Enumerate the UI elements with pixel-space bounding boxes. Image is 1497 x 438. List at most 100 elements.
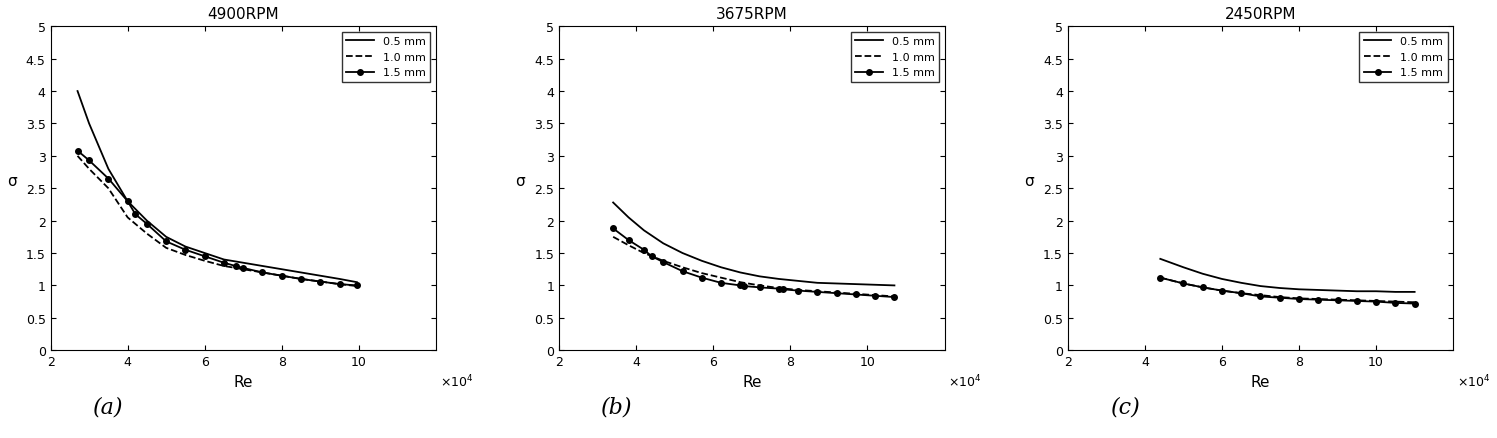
0.5 mm bbox=[769, 277, 787, 282]
1.5 mm bbox=[847, 292, 865, 297]
1.0 mm bbox=[1290, 296, 1308, 301]
1.0 mm bbox=[292, 277, 310, 282]
1.5 mm bbox=[1251, 294, 1269, 300]
1.0 mm bbox=[196, 258, 214, 264]
1.0 mm bbox=[867, 293, 885, 298]
0.5 mm bbox=[713, 265, 731, 270]
1.5 mm bbox=[1232, 291, 1250, 296]
1.0 mm bbox=[99, 186, 117, 191]
1.0 mm bbox=[69, 154, 87, 159]
1.0 mm bbox=[885, 294, 903, 300]
0.5 mm bbox=[605, 201, 623, 206]
Line: 1.0 mm: 1.0 mm bbox=[1160, 278, 1415, 303]
1.5 mm bbox=[1290, 297, 1308, 302]
1.5 mm bbox=[750, 285, 768, 290]
1.5 mm bbox=[1175, 281, 1193, 286]
Line: 0.5 mm: 0.5 mm bbox=[78, 92, 356, 283]
1.5 mm bbox=[177, 247, 195, 253]
1.0 mm bbox=[1232, 291, 1250, 296]
1.0 mm bbox=[347, 284, 365, 289]
1.0 mm bbox=[157, 246, 175, 251]
1.0 mm bbox=[1367, 299, 1385, 304]
0.5 mm bbox=[1290, 287, 1308, 292]
0.5 mm bbox=[674, 251, 692, 256]
1.5 mm bbox=[99, 177, 117, 182]
1.5 mm bbox=[1271, 295, 1289, 300]
Line: 0.5 mm: 0.5 mm bbox=[614, 203, 894, 286]
1.5 mm bbox=[693, 276, 711, 281]
0.5 mm bbox=[732, 270, 750, 276]
1.5 mm bbox=[867, 293, 885, 299]
0.5 mm bbox=[234, 261, 251, 266]
0.5 mm bbox=[1386, 290, 1404, 295]
0.5 mm bbox=[1328, 288, 1346, 293]
Legend: 0.5 mm, 1.0 mm, 1.5 mm: 0.5 mm, 1.0 mm, 1.5 mm bbox=[850, 33, 939, 83]
1.0 mm bbox=[81, 167, 99, 172]
0.5 mm bbox=[1367, 289, 1385, 294]
Text: $\times 10^4$: $\times 10^4$ bbox=[440, 373, 473, 389]
1.5 mm bbox=[774, 287, 792, 292]
0.5 mm bbox=[1251, 284, 1269, 289]
1.0 mm bbox=[177, 253, 195, 258]
1.0 mm bbox=[1271, 295, 1289, 300]
Legend: 0.5 mm, 1.0 mm, 1.5 mm: 0.5 mm, 1.0 mm, 1.5 mm bbox=[341, 33, 430, 83]
0.5 mm bbox=[69, 89, 87, 95]
1.0 mm bbox=[654, 258, 672, 264]
1.0 mm bbox=[253, 270, 271, 276]
0.5 mm bbox=[1193, 272, 1211, 277]
1.0 mm bbox=[620, 243, 638, 248]
1.5 mm bbox=[732, 283, 750, 288]
1.5 mm bbox=[620, 238, 638, 243]
0.5 mm bbox=[157, 235, 175, 240]
Line: 0.5 mm: 0.5 mm bbox=[1160, 259, 1415, 292]
1.5 mm bbox=[1151, 276, 1169, 281]
Line: 1.0 mm: 1.0 mm bbox=[614, 237, 894, 297]
1.5 mm bbox=[642, 254, 660, 259]
1.5 mm bbox=[216, 261, 234, 266]
0.5 mm bbox=[885, 283, 903, 288]
0.5 mm bbox=[654, 241, 672, 247]
1.5 mm bbox=[1367, 299, 1385, 304]
1.0 mm bbox=[789, 288, 807, 293]
1.0 mm bbox=[1347, 298, 1365, 303]
Line: 1.5 mm: 1.5 mm bbox=[75, 148, 359, 289]
1.0 mm bbox=[138, 231, 156, 237]
1.5 mm bbox=[81, 159, 99, 164]
0.5 mm bbox=[81, 121, 99, 127]
0.5 mm bbox=[693, 258, 711, 264]
1.0 mm bbox=[847, 292, 865, 297]
1.5 mm bbox=[138, 222, 156, 227]
1.0 mm bbox=[1213, 288, 1231, 293]
1.0 mm bbox=[311, 279, 329, 285]
1.5 mm bbox=[226, 264, 244, 269]
0.5 mm bbox=[118, 199, 136, 205]
0.5 mm bbox=[1347, 289, 1365, 294]
1.5 mm bbox=[789, 288, 807, 293]
Text: (b): (b) bbox=[602, 396, 633, 417]
0.5 mm bbox=[1271, 286, 1289, 291]
1.5 mm bbox=[605, 226, 623, 232]
0.5 mm bbox=[1232, 281, 1250, 286]
1.0 mm bbox=[1328, 297, 1346, 303]
1.5 mm bbox=[674, 269, 692, 274]
Y-axis label: σ: σ bbox=[1024, 174, 1034, 189]
1.0 mm bbox=[1406, 300, 1424, 305]
1.0 mm bbox=[216, 264, 234, 269]
1.0 mm bbox=[713, 276, 731, 281]
0.5 mm bbox=[1406, 290, 1424, 295]
1.0 mm bbox=[674, 265, 692, 270]
X-axis label: Re: Re bbox=[743, 374, 762, 389]
1.5 mm bbox=[808, 290, 826, 295]
1.0 mm bbox=[1193, 285, 1211, 290]
1.5 mm bbox=[735, 284, 753, 289]
Title: 2450RPM: 2450RPM bbox=[1225, 7, 1296, 22]
1.5 mm bbox=[713, 281, 731, 286]
Text: $\times 10^4$: $\times 10^4$ bbox=[949, 373, 982, 389]
Line: 1.0 mm: 1.0 mm bbox=[78, 156, 356, 286]
1.5 mm bbox=[272, 273, 290, 279]
1.0 mm bbox=[118, 215, 136, 220]
1.0 mm bbox=[234, 267, 251, 272]
1.5 mm bbox=[196, 254, 214, 259]
0.5 mm bbox=[99, 167, 117, 172]
1.0 mm bbox=[1310, 297, 1328, 302]
